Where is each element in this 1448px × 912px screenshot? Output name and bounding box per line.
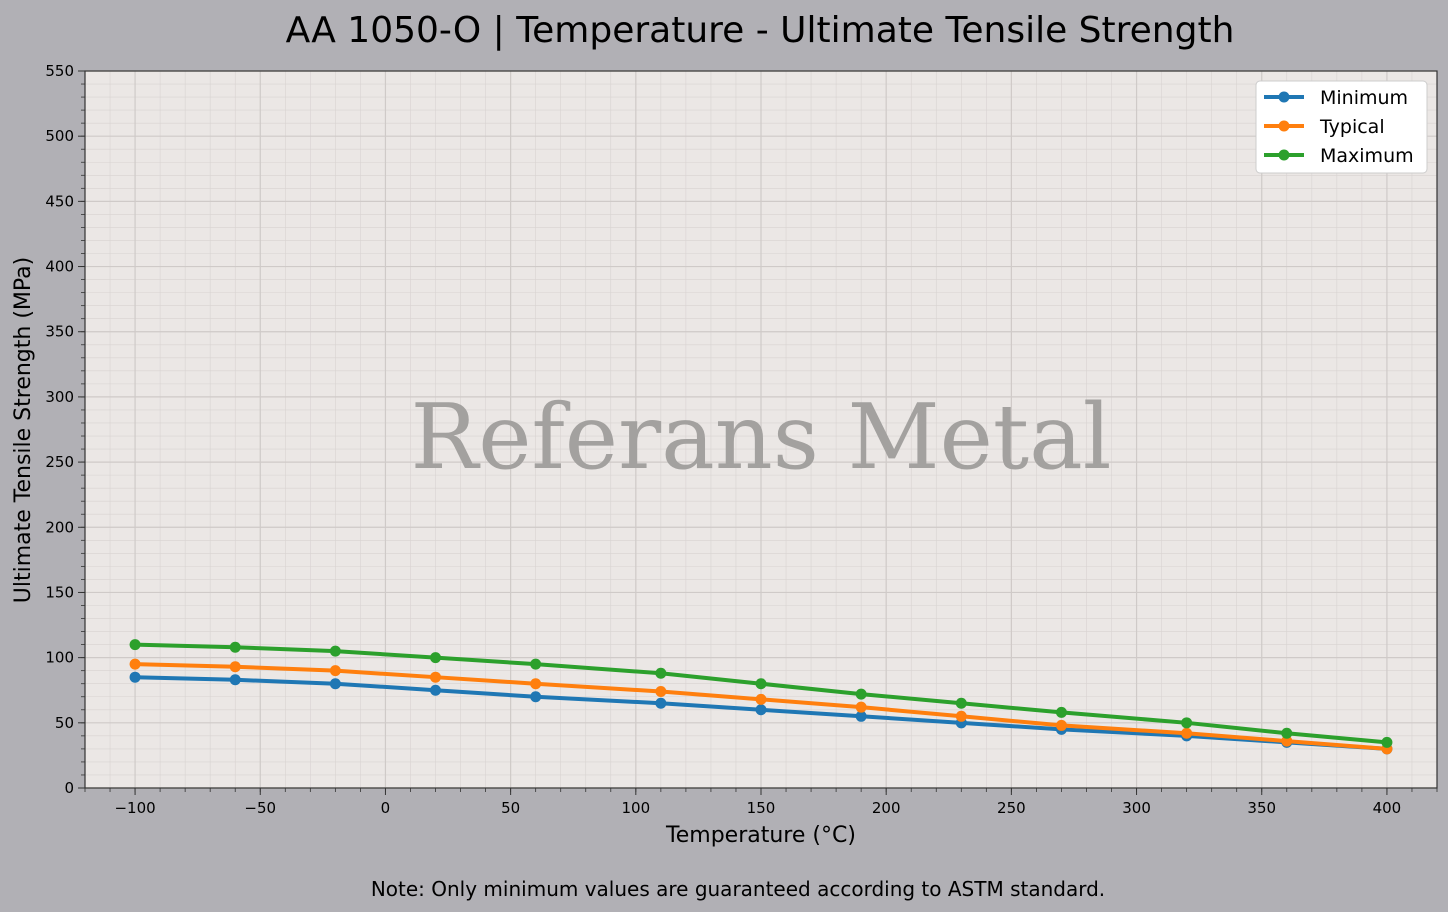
data-point-maximum	[855, 688, 867, 700]
y-tick-label: 500	[45, 127, 74, 145]
data-point-typical	[430, 671, 442, 683]
y-tick-label: 250	[45, 453, 74, 471]
x-tick-label: −50	[244, 799, 276, 817]
data-point-typical	[129, 658, 141, 670]
legend: Minimum Typical Maximum	[1255, 80, 1428, 174]
data-point-maximum	[955, 697, 967, 709]
data-point-typical	[1181, 727, 1193, 739]
data-point-minimum	[755, 704, 767, 716]
data-point-typical	[530, 678, 542, 690]
data-point-minimum	[655, 697, 667, 709]
x-tick-label: 250	[997, 799, 1026, 817]
data-point-typical	[655, 686, 667, 698]
data-point-maximum	[755, 678, 767, 690]
data-point-minimum	[129, 671, 141, 683]
data-point-typical	[1055, 719, 1067, 731]
data-point-typical	[855, 701, 867, 713]
data-point-maximum	[655, 667, 667, 679]
y-tick-label: 200	[45, 518, 74, 536]
y-tick-label: 400	[45, 258, 74, 276]
legend-marker-maximum	[1278, 149, 1290, 161]
y-tick-label: 550	[45, 62, 74, 80]
data-point-typical	[229, 661, 241, 673]
data-point-maximum	[229, 641, 241, 653]
data-point-minimum	[530, 691, 542, 703]
x-tick-label: 300	[1122, 799, 1151, 817]
x-tick-label: 400	[1373, 799, 1402, 817]
y-tick-label: 0	[64, 779, 74, 797]
data-point-typical	[955, 710, 967, 722]
watermark: Referans Metal	[410, 385, 1111, 490]
x-tick-label: 350	[1247, 799, 1276, 817]
legend-label-maximum: Maximum	[1320, 145, 1414, 167]
ticks: −100 −50 0 50 100 150 200 250 300 350 400 0 50 100 150…	[45, 62, 1438, 817]
legend-marker-typical	[1278, 120, 1290, 132]
data-point-maximum	[1055, 706, 1067, 718]
x-tick-label: −100	[114, 799, 155, 817]
y-tick-label: 450	[45, 192, 74, 210]
data-point-maximum	[329, 645, 341, 657]
series-group	[129, 639, 1393, 755]
x-axis-label: Temperature (°C)	[665, 823, 856, 848]
legend-label-minimum: Minimum	[1320, 87, 1408, 109]
data-point-minimum	[329, 678, 341, 690]
y-tick-label: 300	[45, 388, 74, 406]
x-tick-label: 150	[747, 799, 776, 817]
data-point-maximum	[430, 652, 442, 664]
x-tick-label: 100	[621, 799, 650, 817]
data-point-maximum	[530, 658, 542, 670]
data-point-typical	[329, 665, 341, 677]
data-point-typical	[1281, 735, 1293, 747]
x-tick-label: 50	[501, 799, 520, 817]
data-point-maximum	[1281, 727, 1293, 739]
grid	[84, 70, 1438, 789]
y-tick-label: 350	[45, 323, 74, 341]
data-point-minimum	[229, 674, 241, 686]
y-tick-label: 150	[45, 583, 74, 601]
y-tick-label: 100	[45, 649, 74, 667]
chart-title: AA 1050-O | Temperature - Ultimate Tensi…	[286, 10, 1235, 51]
data-point-minimum	[430, 684, 442, 696]
footnote: Note: Only minimum values are guaranteed…	[371, 877, 1105, 901]
data-point-minimum	[855, 710, 867, 722]
data-point-maximum	[1181, 717, 1193, 729]
data-point-maximum	[1381, 736, 1393, 748]
data-point-typical	[755, 693, 767, 705]
x-tick-label: 0	[381, 799, 391, 817]
x-tick-label: 200	[872, 799, 901, 817]
legend-marker-minimum	[1278, 91, 1290, 103]
y-axis-label: Ultimate Tensile Strength (MPa)	[11, 257, 36, 603]
data-point-maximum	[129, 639, 141, 651]
legend-label-typical: Typical	[1319, 116, 1385, 138]
y-tick-label: 50	[55, 714, 74, 732]
legend-box	[1255, 80, 1428, 174]
